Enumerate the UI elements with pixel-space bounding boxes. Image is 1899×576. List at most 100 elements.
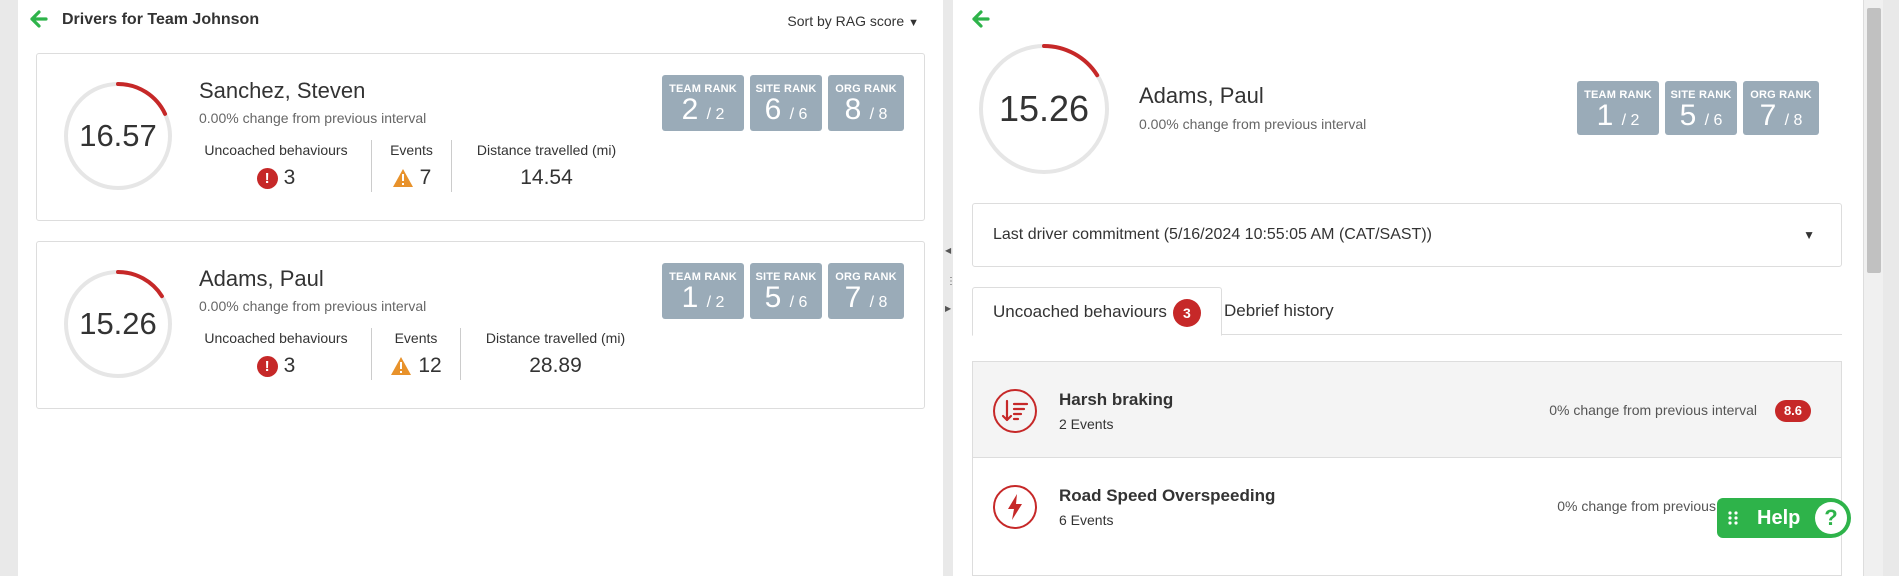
behaviour-name: Harsh braking xyxy=(1059,390,1174,409)
score-value: 16.57 xyxy=(79,118,157,153)
rank-label: SITE RANK xyxy=(755,83,817,95)
tab-uncoached-behaviours[interactable]: Uncoached behaviours 3 xyxy=(972,287,1222,336)
vertical-scrollbar[interactable] xyxy=(1863,0,1883,576)
driver-card[interactable]: 16.57 Sanchez, Steven 0.00% change from … xyxy=(36,53,925,221)
help-label: Help xyxy=(1757,507,1801,529)
tab-label: Debrief history xyxy=(1224,301,1334,320)
rank-total: / 2 xyxy=(706,106,725,123)
collapse-left-icon[interactable]: ◀ xyxy=(945,246,952,255)
driver-name: Sanchez, Steven xyxy=(199,78,366,103)
scrollbar-thumb[interactable] xyxy=(1867,8,1881,273)
back-arrow-icon[interactable] xyxy=(972,10,992,30)
sort-dropdown[interactable]: Sort by RAG score ▼ xyxy=(787,13,919,29)
events-stat: Events 7 xyxy=(371,140,451,192)
gauge-arc xyxy=(116,82,168,116)
gauge-arc xyxy=(116,270,164,299)
uncoached-label: Uncoached behaviours xyxy=(204,330,348,346)
back-arrow-icon[interactable] xyxy=(30,10,50,30)
rank-label: TEAM RANK xyxy=(669,83,737,95)
rank-total: / 6 xyxy=(789,294,808,311)
driver-name: Adams, Paul xyxy=(1139,83,1264,108)
rank-badges: TEAM RANK 1 / 2 SITE RANK 5 / 6 ORG RANK 7 … xyxy=(1577,81,1819,135)
driver-detail-panel: 15.26 Adams, Paul 0.00% change from prev… xyxy=(953,0,1863,576)
driver-stats: Uncoached behaviours ! 3 Events 12 Distan… xyxy=(199,328,650,380)
score-gauge: 15.26 xyxy=(61,267,175,381)
distance-value: 28.89 xyxy=(529,354,582,377)
rank-value: 1 xyxy=(1596,99,1614,132)
behaviour-name: Road Speed Overspeeding xyxy=(1059,486,1276,505)
distance-stat: Distance travelled (mi) 28.89 xyxy=(460,328,650,380)
braking-icon xyxy=(993,389,1037,433)
behaviour-change: 0% change from previous interval xyxy=(1557,498,1765,514)
site-rank-badge: SITE RANK 5 / 6 xyxy=(750,263,822,319)
rank-total: / 2 xyxy=(706,294,725,311)
team-rank-badge: TEAM RANK 1 / 2 xyxy=(1577,81,1659,135)
count-badge: 3 xyxy=(1172,298,1201,327)
gauge-arc xyxy=(1042,44,1100,78)
lightning-icon xyxy=(993,485,1037,529)
warning-icon xyxy=(390,356,412,376)
team-rank-badge: TEAM RANK 2 / 2 xyxy=(662,75,744,131)
rank-label: SITE RANK xyxy=(1670,89,1732,101)
score-value: 15.26 xyxy=(79,306,157,341)
commitment-label: Last driver commitment (5/16/2024 10:55:… xyxy=(993,226,1432,243)
rank-total: / 8 xyxy=(1784,112,1803,129)
org-rank-badge: ORG RANK 7 / 8 xyxy=(1743,81,1819,135)
uncoached-label: Uncoached behaviours xyxy=(204,142,348,158)
distance-value: 14.54 xyxy=(520,166,573,189)
window-edge xyxy=(1883,0,1899,576)
distance-stat: Distance travelled (mi) 14.54 xyxy=(451,140,641,192)
driver-list-header: Drivers for Team Johnson Sort by RAG sco… xyxy=(18,0,943,42)
alert-icon: ! xyxy=(256,355,278,377)
behaviour-events: 6 Events xyxy=(1059,512,1114,528)
rank-badges: TEAM RANK 1 / 2 SITE RANK 5 / 6 ORG RANK 7 … xyxy=(662,263,904,319)
rank-value: 5 xyxy=(1679,99,1697,132)
commitment-accordion[interactable]: Last driver commitment (5/16/2024 10:55:… xyxy=(972,203,1842,267)
question-icon: ? xyxy=(1815,502,1847,534)
rank-value: 5 xyxy=(764,281,782,314)
tab-debrief-history[interactable]: Debrief history xyxy=(1204,287,1354,335)
driver-card[interactable]: 15.26 Adams, Paul 0.00% change from prev… xyxy=(36,241,925,409)
driver-change: 0.00% change from previous interval xyxy=(199,110,427,126)
events-label: Events xyxy=(390,142,433,158)
site-rank-badge: SITE RANK 5 / 6 xyxy=(1665,81,1737,135)
warning-icon xyxy=(392,168,414,188)
org-rank-badge: ORG RANK 7 / 8 xyxy=(828,263,904,319)
score-gauge: 15.26 xyxy=(976,41,1112,177)
rank-value: 8 xyxy=(844,93,862,126)
chevron-down-icon[interactable]: ▼ xyxy=(1803,228,1815,242)
driver-name: Adams, Paul xyxy=(199,266,324,291)
rank-total: / 8 xyxy=(869,106,888,123)
events-value: 12 xyxy=(418,354,442,377)
rank-label: TEAM RANK xyxy=(1584,89,1652,101)
chevron-down-icon: ▼ xyxy=(908,17,919,29)
tab-label: Uncoached behaviours xyxy=(993,302,1167,321)
rank-total: / 6 xyxy=(789,106,808,123)
alert-icon: ! xyxy=(256,167,278,189)
rank-label: SITE RANK xyxy=(755,271,817,283)
events-stat: Events 12 xyxy=(371,328,460,380)
rank-total: / 6 xyxy=(1704,112,1723,129)
behaviour-row[interactable]: Harsh braking 2 Events 0% change from pr… xyxy=(972,361,1842,458)
uncoached-value: 3 xyxy=(283,166,296,189)
score-gauge: 16.57 xyxy=(61,79,175,193)
uncoached-value: 3 xyxy=(283,354,296,377)
help-button[interactable]: Help ? xyxy=(1717,498,1851,538)
drag-grip-icon[interactable] xyxy=(1727,510,1739,526)
behaviour-row[interactable]: Road Speed Overspeeding 6 Events 0% chan… xyxy=(972,457,1842,576)
uncoached-stat: Uncoached behaviours ! 3 xyxy=(199,328,371,380)
collapse-right-icon[interactable]: ▶ xyxy=(945,304,952,313)
rank-value: 6 xyxy=(764,93,782,126)
detail-tabs: Uncoached behaviours 3 Debrief history xyxy=(972,287,1842,336)
drag-handle-icon[interactable]: ⋮ xyxy=(946,276,956,287)
events-label: Events xyxy=(394,330,438,346)
rank-label: ORG RANK xyxy=(835,83,897,95)
rank-value: 1 xyxy=(681,281,699,314)
rank-label: ORG RANK xyxy=(1750,89,1812,101)
rank-label: TEAM RANK xyxy=(669,271,737,283)
panel-splitter[interactable]: ◀ ⋮ ▶ xyxy=(943,0,956,576)
behaviour-change: 0% change from previous interval xyxy=(1549,402,1757,418)
rank-label: ORG RANK xyxy=(835,271,897,283)
rank-badges: TEAM RANK 2 / 2 SITE RANK 6 / 6 ORG RANK 8 … xyxy=(662,75,904,131)
